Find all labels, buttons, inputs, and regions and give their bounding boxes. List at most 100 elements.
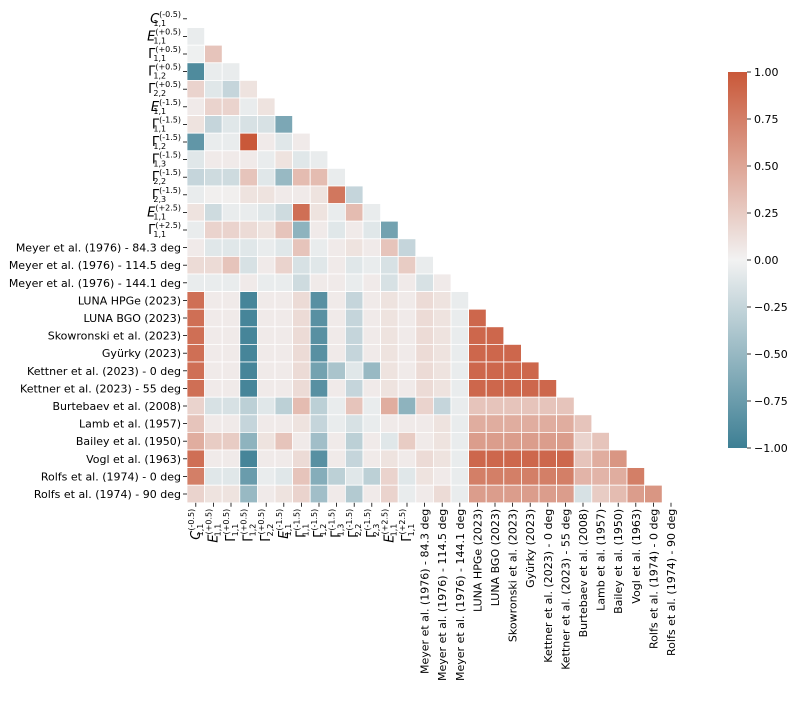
heatmap-cell xyxy=(327,255,346,275)
heatmap-cell xyxy=(362,308,382,328)
heatmap-cell xyxy=(327,203,346,222)
heatmap-cell xyxy=(221,343,241,363)
x-tick-label: Γ(-1.5)1,3 xyxy=(328,509,346,538)
colorbar-tick-label: 0.50 xyxy=(754,160,779,173)
heatmap-cell xyxy=(292,150,311,169)
colorbar-tick-label: 0.25 xyxy=(754,207,779,220)
heatmap-cell xyxy=(344,238,364,257)
heatmap-cell xyxy=(538,414,558,433)
heatmap-cell xyxy=(292,379,311,398)
heatmap-cell xyxy=(573,484,593,504)
heatmap-cell xyxy=(274,115,294,134)
heatmap-cell xyxy=(573,414,593,433)
heatmap-cell xyxy=(344,185,364,205)
svg-text:Gyürky (2023): Gyürky (2023) xyxy=(102,347,181,360)
heatmap-cell xyxy=(397,291,417,310)
x-tick-label: Γ(+2.5)1,1 xyxy=(398,509,416,542)
heatmap-cell xyxy=(327,467,346,486)
heatmap-cell xyxy=(204,185,223,205)
heatmap-cell xyxy=(274,414,294,433)
heatmap-cell xyxy=(186,115,206,134)
heatmap-cell xyxy=(485,431,505,451)
heatmap-cell xyxy=(186,203,206,222)
heatmap-cell xyxy=(344,396,364,416)
heatmap-cell xyxy=(309,379,329,398)
heatmap-cell xyxy=(221,414,241,433)
heatmap-cell xyxy=(327,167,346,187)
heatmap-cell xyxy=(256,255,276,275)
svg-text:Skowronski et al. (2023): Skowronski et al. (2023) xyxy=(48,330,181,343)
heatmap-cell xyxy=(221,238,241,257)
heatmap-cell xyxy=(432,361,452,381)
y-tick-label: Γ(+2.5) 1,1 xyxy=(148,221,181,239)
heatmap-cell xyxy=(485,414,505,433)
heatmap-cell xyxy=(415,361,434,381)
heatmap-cell xyxy=(485,396,505,416)
heatmap-cell xyxy=(450,431,470,451)
heatmap-cell xyxy=(450,361,470,381)
heatmap-cell xyxy=(362,396,382,416)
heatmap-cell xyxy=(344,273,364,293)
heatmap-cell xyxy=(309,343,329,363)
x-tick-label: LUNA BGO (2023) xyxy=(489,509,502,607)
heatmap-cell xyxy=(204,414,223,433)
y-tick-label: Meyer et al. (1976) - 84.3 deg xyxy=(16,242,181,255)
heatmap-cell xyxy=(468,361,487,381)
heatmap-cell xyxy=(274,467,294,486)
heatmap-cell xyxy=(292,273,311,293)
heatmap-cell xyxy=(274,203,294,222)
heatmap-cell xyxy=(609,484,628,504)
x-tick-label: Γ(+0.5)1,1 xyxy=(222,509,240,542)
heatmap-cell xyxy=(503,484,522,504)
heatmap-cell xyxy=(256,396,276,416)
svg-text:C(-0.5)1,1: C(-0.5)1,1 xyxy=(150,10,181,28)
x-tick-label: Γ(+0.5)2,2 xyxy=(257,509,275,542)
heatmap-cell xyxy=(362,484,382,504)
heatmap-cell xyxy=(239,220,258,240)
heatmap-cell xyxy=(327,484,346,504)
heatmap-cell xyxy=(503,361,522,381)
svg-text:Kettner et al. (2023) - 0 deg: Kettner et al. (2023) - 0 deg xyxy=(542,509,555,663)
heatmap-cell xyxy=(415,308,434,328)
heatmap-cell xyxy=(362,431,382,451)
heatmap-cell xyxy=(239,273,258,293)
y-tick-label: Gyürky (2023) xyxy=(102,347,181,360)
heatmap-cell xyxy=(292,238,311,257)
heatmap-cell xyxy=(538,396,558,416)
x-tick-label: Lamb et al. (1957) xyxy=(595,509,608,611)
heatmap-cell xyxy=(239,115,258,134)
heatmap-cell xyxy=(256,291,276,310)
heatmap-cell xyxy=(186,255,206,275)
y-tick-label: Bailey et al. (1950) xyxy=(76,435,181,448)
heatmap-cell xyxy=(556,431,575,451)
y-tick-label: C(-0.5) 1,1 xyxy=(150,10,181,28)
heatmap-cell xyxy=(521,414,540,433)
heatmap-cell xyxy=(327,291,346,310)
heatmap-cell xyxy=(256,326,276,345)
heatmap-cell xyxy=(239,449,258,469)
heatmap-cell xyxy=(221,308,241,328)
heatmap-cell xyxy=(415,431,434,451)
heatmap-cell xyxy=(239,467,258,486)
heatmap-cell xyxy=(468,484,487,504)
y-tick-label: Γ(-1.5) 2,3 xyxy=(152,186,181,204)
colorbar-tick-label: 1.00 xyxy=(754,66,779,79)
heatmap-cell xyxy=(309,449,329,469)
heatmap-cell xyxy=(186,44,206,64)
y-tick-label: Meyer et al. (1976) - 114.5 deg xyxy=(9,259,181,272)
heatmap-cell xyxy=(432,484,452,504)
heatmap-cell xyxy=(186,132,206,152)
y-tick-label: LUNA BGO (2023) xyxy=(84,312,182,325)
heatmap-cell xyxy=(380,326,399,345)
heatmap-cell xyxy=(327,449,346,469)
heatmap-cell xyxy=(239,97,258,117)
heatmap-cell xyxy=(274,431,294,451)
heatmap-cell xyxy=(397,484,417,504)
heatmap-cell xyxy=(204,449,223,469)
svg-text:Rolfs et al. (1974) - 90 deg: Rolfs et al. (1974) - 90 deg xyxy=(34,488,181,501)
heatmap-cell xyxy=(344,449,364,469)
heatmap-cell xyxy=(204,62,223,81)
heatmap-cell xyxy=(309,396,329,416)
svg-text:E(+0.5)1,1: E(+0.5)1,1 xyxy=(147,27,181,45)
